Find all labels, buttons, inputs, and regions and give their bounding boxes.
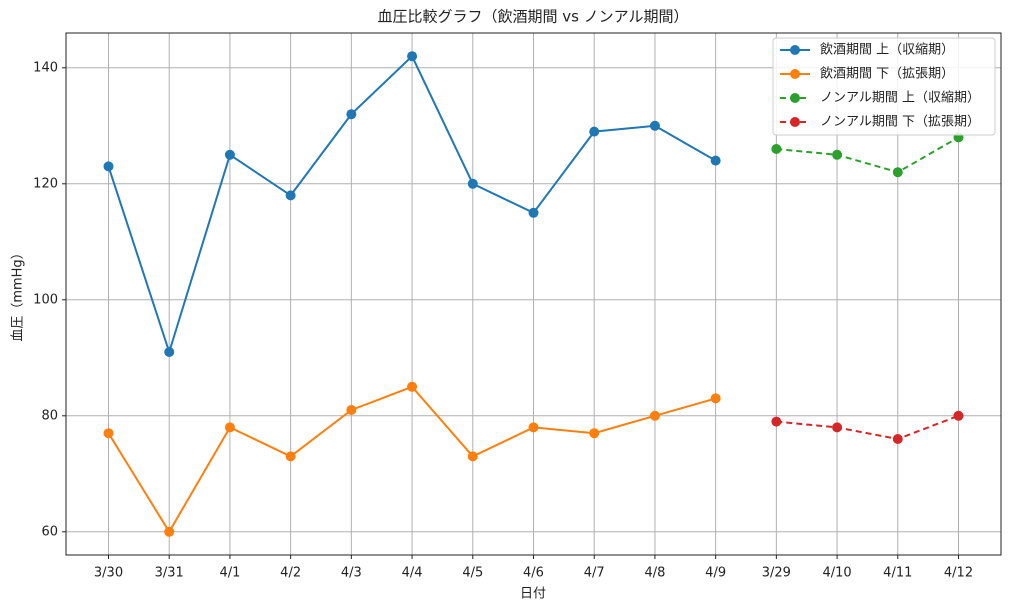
legend-label: 飲酒期間 上（収縮期） [820, 42, 954, 58]
legend-marker [790, 69, 800, 79]
data-point [649, 410, 660, 421]
data-point [892, 434, 903, 444]
data-point [164, 526, 175, 537]
x-tick-label: 4/12 [944, 566, 973, 581]
x-tick-label: 4/1 [219, 566, 240, 581]
data-point [832, 422, 843, 433]
plot-frame [65, 32, 1002, 556]
data-point [589, 126, 600, 137]
x-tick-label: 4/11 [883, 566, 912, 581]
data-point [528, 422, 539, 433]
data-point [467, 178, 478, 189]
legend-label: ノンアル期間 上（収縮期） [820, 90, 980, 106]
data-point [649, 120, 660, 131]
legend-marker [790, 117, 800, 127]
legend-marker [790, 45, 800, 55]
y-tick-label: 80 [41, 408, 58, 423]
x-tick-label: 4/7 [584, 566, 605, 581]
data-point [103, 428, 114, 439]
data-point [589, 428, 600, 439]
data-point [407, 51, 418, 62]
data-point [467, 451, 478, 462]
x-tick-label: 4/6 [523, 566, 544, 581]
x-tick-label: 3/31 [155, 566, 184, 581]
x-axis-label: 日付 [520, 587, 546, 602]
legend-label: 飲酒期間 下（拡張期） [820, 66, 954, 82]
data-point [224, 422, 235, 433]
x-tick-label: 3/29 [762, 566, 791, 581]
legend-label: ノンアル期間 下（拡張期） [820, 115, 980, 130]
data-point [710, 155, 721, 166]
data-point [407, 381, 418, 392]
data-point [832, 149, 843, 160]
data-point [953, 410, 964, 421]
data-point [346, 405, 357, 415]
data-point [771, 144, 782, 154]
y-tick-label: 120 [33, 176, 58, 191]
data-point [164, 347, 175, 357]
y-tick-label: 60 [41, 524, 58, 539]
data-point [224, 149, 235, 160]
x-tick-label: 4/5 [462, 566, 483, 581]
y-axis-label: 血圧（mmHg） [11, 246, 26, 341]
series-line [776, 414, 959, 441]
x-tick-label: 4/2 [280, 566, 301, 581]
x-tick-label: 3/30 [94, 566, 123, 581]
x-tick-label: 4/9 [705, 566, 726, 581]
legend-marker [790, 93, 800, 103]
data-point [285, 190, 296, 201]
legend-box [772, 37, 996, 136]
data-point [103, 161, 114, 172]
series-line [776, 136, 959, 174]
data-point [710, 393, 721, 404]
chart-title: 血圧比較グラフ（飲酒期間 vs ノンアル期間） [377, 8, 688, 26]
x-tick-label: 4/3 [341, 566, 362, 581]
data-point [892, 167, 903, 178]
data-point [285, 451, 296, 462]
x-tick-label: 4/10 [822, 566, 851, 581]
y-tick-label: 100 [33, 292, 58, 307]
data-point [771, 416, 782, 427]
x-tick-label: 4/8 [644, 566, 665, 581]
x-tick-label: 4/4 [402, 566, 423, 581]
data-point [346, 109, 357, 120]
data-point [528, 207, 539, 218]
y-tick-label: 140 [33, 60, 58, 75]
